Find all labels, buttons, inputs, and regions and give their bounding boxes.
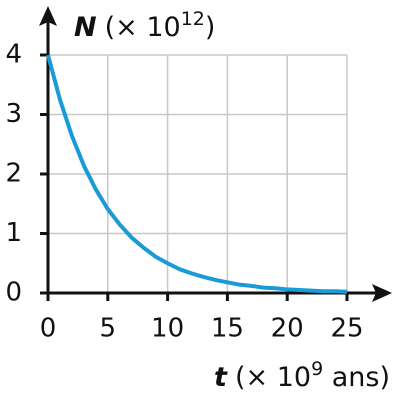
y-tick-label: 1 (5, 218, 22, 248)
y-axis-label: N (× 1012) (74, 8, 215, 43)
x-axis-arrow (372, 284, 392, 302)
y-tick-label: 2 (5, 159, 22, 189)
y-tick-label: 4 (5, 40, 22, 70)
data-line (46, 54, 348, 294)
x-label-close: ans) (323, 362, 390, 393)
x-label-symbol: t (214, 362, 228, 393)
x-label-unit: (× 10 (235, 362, 311, 393)
x-label-exponent: 9 (311, 358, 323, 380)
y-label-unit: (× 10 (105, 12, 181, 43)
x-tick-label: 10 (151, 314, 184, 344)
x-tick-label: 25 (330, 314, 363, 344)
y-label-close: ) (205, 12, 216, 43)
y-tick-label: 0 (5, 278, 22, 308)
y-label-exponent: 12 (181, 8, 205, 30)
x-tick-label: 15 (211, 314, 244, 344)
y-label-symbol: N (74, 12, 97, 43)
x-tick-label: 5 (100, 314, 117, 344)
y-axis-arrow (39, 6, 57, 26)
y-tick-label: 3 (5, 99, 22, 129)
x-axis-label: t (× 109 ans) (214, 358, 390, 393)
x-tick-label: 20 (271, 314, 304, 344)
x-tick-label: 0 (40, 314, 57, 344)
